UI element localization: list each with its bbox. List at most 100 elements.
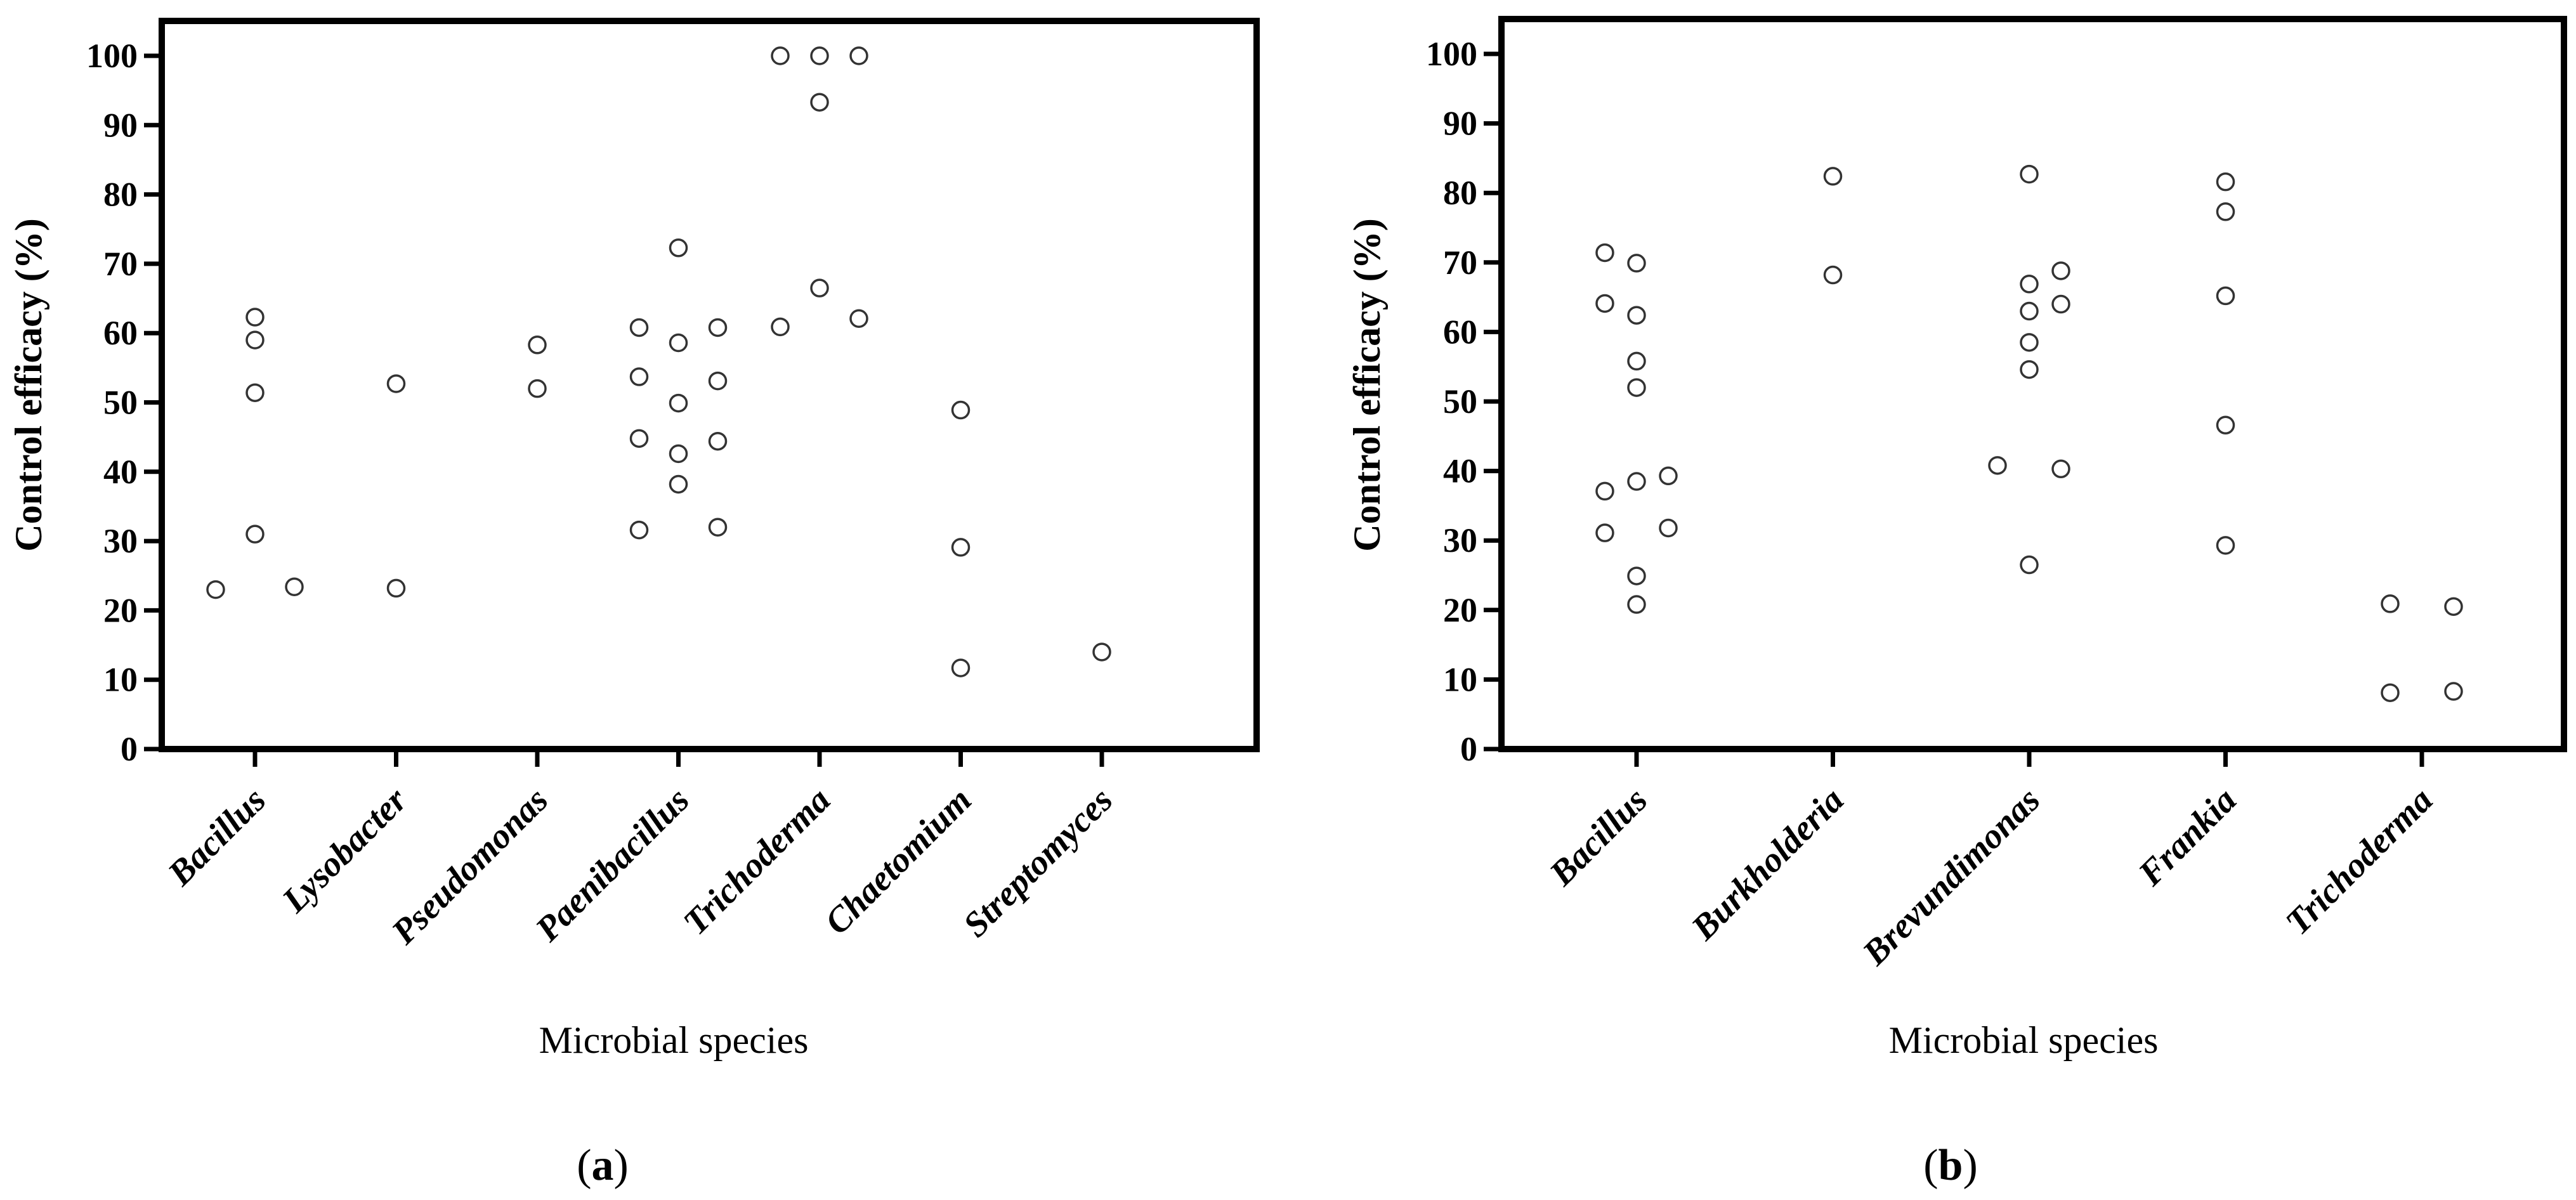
data-point: [2051, 261, 2070, 280]
data-point: [810, 278, 829, 297]
data-point: [669, 474, 688, 494]
data-point: [2051, 459, 2070, 479]
x-category-label: Bacillus: [1541, 780, 1655, 894]
x-category-label: Trichoderma: [2278, 780, 2440, 942]
data-point: [849, 46, 868, 65]
y-tick-label: 80: [1443, 174, 1477, 212]
y-tick-label: 30: [103, 522, 138, 560]
data-point: [951, 538, 971, 557]
data-point: [951, 400, 971, 420]
data-point: [810, 46, 829, 65]
data-point: [1627, 595, 1646, 614]
y-axis-a: 0 10 20 30 40 50 60 70 80 90 100: [86, 37, 162, 768]
y-tick-label: 0: [1460, 730, 1477, 768]
data-point: [528, 336, 547, 355]
data-point: [810, 93, 829, 112]
data-point: [2216, 202, 2235, 221]
data-point: [1988, 456, 2007, 475]
data-points-b: [1595, 164, 2463, 702]
data-point: [1627, 378, 1646, 397]
x-axis-a: Bacillus LysobacterPseudomonasPaenibacill…: [160, 749, 1120, 953]
data-point: [245, 330, 265, 349]
panel-label-b: (b): [1923, 1141, 1978, 1190]
data-point: [951, 658, 971, 677]
data-point: [1595, 523, 1614, 542]
data-point: [1627, 566, 1646, 585]
x-category-label: Bacillus: [160, 780, 273, 894]
data-point: [629, 520, 649, 540]
y-tick-label: 100: [1426, 35, 1477, 73]
x-category-label: Lysobacter: [274, 780, 415, 921]
y-tick-label: 60: [103, 314, 138, 352]
data-point: [708, 431, 728, 451]
y-tick-label: 40: [1443, 452, 1477, 490]
x-category-label: Burkholderia: [1684, 780, 1852, 948]
data-point: [2020, 275, 2039, 294]
data-point: [2020, 333, 2039, 352]
y-tick-label: 30: [1443, 521, 1477, 559]
y-tick-label: 10: [1443, 660, 1477, 698]
data-point: [1595, 294, 1614, 313]
x-category-label: Chaetomium: [818, 780, 979, 942]
data-point: [2020, 555, 2039, 575]
x-category-label: Frankia: [2131, 780, 2244, 894]
data-point: [2051, 294, 2070, 314]
panel-a: 0 10 20 30 40 50 60 70 80 90 100 Bacillus Lysobacte…: [8, 18, 1260, 1190]
y-tick-label: 40: [103, 453, 138, 491]
data-point: [245, 525, 265, 544]
plot-frame-a: [159, 18, 1260, 752]
data-point: [708, 518, 728, 537]
data-point: [2444, 597, 2463, 616]
y-tick-label: 60: [1443, 313, 1477, 351]
data-point: [849, 309, 868, 328]
data-point: [2216, 536, 2235, 555]
data-point: [2020, 360, 2039, 379]
data-point: [2381, 683, 2400, 702]
data-point: [2381, 594, 2400, 613]
data-point: [1823, 265, 1843, 285]
data-point: [386, 374, 406, 393]
data-point: [1595, 243, 1614, 263]
data-point: [771, 46, 790, 65]
data-point: [528, 379, 547, 398]
data-point: [2216, 286, 2235, 306]
y-tick-label: 70: [1443, 244, 1477, 282]
data-point: [2020, 301, 2039, 321]
data-point: [1659, 518, 1678, 538]
data-point: [1595, 481, 1614, 501]
y-axis-b: 0 10 20 30 40 50 60 70 80 90 100: [1426, 35, 1501, 768]
data-point: [245, 308, 265, 327]
data-point: [708, 318, 728, 337]
y-tick-label: 80: [103, 176, 138, 214]
data-point: [1092, 642, 1111, 662]
data-point: [386, 578, 406, 598]
data-point: [2020, 164, 2039, 184]
data-point: [1627, 306, 1646, 325]
y-tick-label: 70: [103, 245, 138, 283]
y-tick-label: 90: [1443, 105, 1477, 143]
y-tick-label: 10: [103, 661, 138, 699]
data-point: [2444, 682, 2463, 701]
data-point: [708, 371, 728, 391]
y-tick-label: 90: [103, 106, 138, 144]
x-category-label: Trichoderma: [676, 780, 838, 942]
data-point: [669, 333, 688, 353]
y-tick-label: 0: [121, 730, 138, 768]
y-tick-label: 50: [103, 384, 138, 422]
data-point: [1659, 466, 1678, 486]
y-axis-title-a: Control efficacy (%): [8, 218, 49, 551]
data-point: [206, 580, 225, 599]
data-point: [629, 429, 649, 448]
data-point: [1627, 254, 1646, 273]
x-axis-title-a: Microbial species: [539, 1019, 809, 1061]
data-point: [2216, 172, 2235, 192]
data-point: [771, 317, 790, 337]
data-point: [1823, 167, 1843, 186]
data-point: [629, 367, 649, 386]
data-point: [1627, 351, 1646, 371]
x-category-label: Streptomyces: [956, 780, 1120, 944]
data-point: [285, 577, 304, 596]
y-tick-label: 100: [86, 37, 138, 75]
data-points-a: [206, 46, 1111, 677]
